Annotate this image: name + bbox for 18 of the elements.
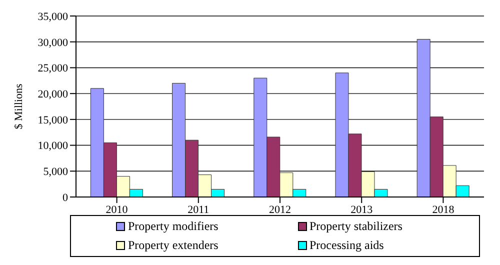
y-tick-label: 15,000 xyxy=(38,114,68,126)
y-axis-title: $ Millions xyxy=(12,84,25,130)
legend-label: Processing aids xyxy=(310,238,384,253)
y-tick-label: 20,000 xyxy=(38,88,68,100)
y-tick-label: 0 xyxy=(62,192,68,204)
x-tick-label: 2011 xyxy=(188,204,210,216)
y-tick-label: 25,000 xyxy=(38,62,68,75)
legend-label: Property extenders xyxy=(128,238,218,253)
y-tick-label: 30,000 xyxy=(38,36,68,49)
legend-label: Property stabilizers xyxy=(310,219,402,234)
y-tick-label: 35,000 xyxy=(38,10,68,23)
y-tick-label: 10,000 xyxy=(38,140,68,152)
y-tick-label: 5,000 xyxy=(43,166,68,178)
x-tick-label: 2012 xyxy=(269,204,291,216)
x-tick-label: 2013 xyxy=(350,204,374,216)
x-tick-label: 2018 xyxy=(432,204,455,216)
legend-label: Property modifiers xyxy=(128,219,218,234)
x-tick-label: 2010 xyxy=(106,204,128,216)
